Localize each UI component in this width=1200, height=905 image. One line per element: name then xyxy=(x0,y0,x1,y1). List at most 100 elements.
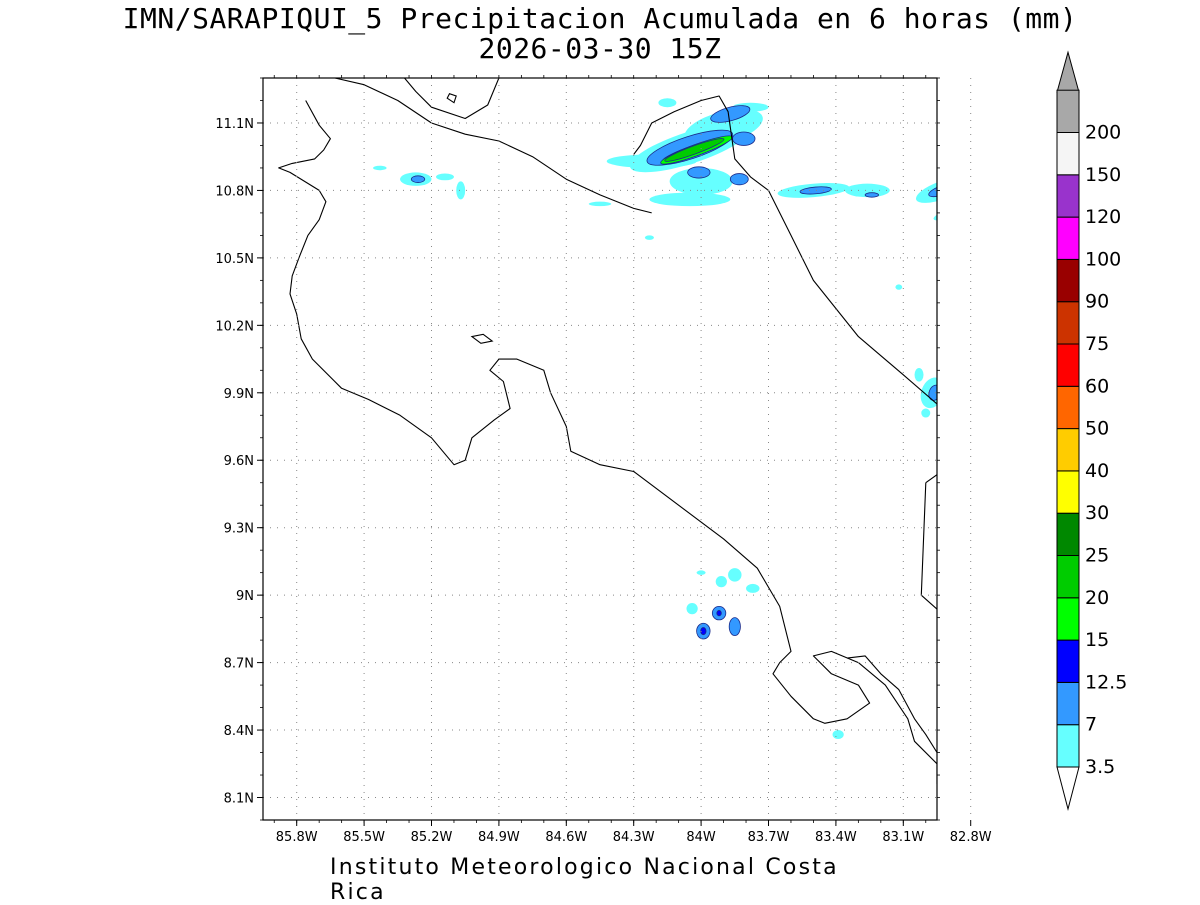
colorbar-label: 7 xyxy=(1085,714,1097,736)
colorbar-swatch xyxy=(1056,428,1080,472)
x-tick-label: 83.1W xyxy=(882,830,924,845)
precip-cell xyxy=(669,167,733,195)
precip-cell xyxy=(710,105,751,123)
precip-cell xyxy=(799,186,832,195)
y-tick-label: 8.1N xyxy=(224,792,254,807)
colorbar-label: 90 xyxy=(1085,291,1109,313)
coastline xyxy=(920,482,937,610)
colorbar-bottom-arrow xyxy=(1056,766,1080,811)
y-tick-label: 8.7N xyxy=(224,657,254,672)
precip-cell xyxy=(915,177,937,203)
precip-cell xyxy=(658,98,677,108)
y-tick-label: 10.2N xyxy=(215,319,254,334)
precip-cell xyxy=(728,568,742,582)
colorbar-swatch xyxy=(1056,724,1080,768)
colorbar-swatch xyxy=(1056,258,1080,303)
precip-cell xyxy=(686,603,698,615)
map-title-line1: IMN/SARAPIQUI_5 Precipitacion Acumulada … xyxy=(122,2,1078,35)
precip-cell xyxy=(716,610,722,617)
colorbar-swatch xyxy=(1056,301,1080,345)
colorbar-label: 12.5 xyxy=(1085,671,1127,693)
colorbar-swatch xyxy=(1056,343,1080,387)
colorbar-label: 50 xyxy=(1085,418,1109,440)
institution-credit: Instituto Meteorologico Nacional Costa R… xyxy=(330,855,839,905)
y-tick-label: 9.6N xyxy=(224,454,254,469)
map-title-line2: 2026-03-30 15Z xyxy=(478,32,722,65)
x-tick-label: 84.3W xyxy=(613,830,655,845)
colorbar-label: 40 xyxy=(1085,460,1109,482)
precip-cell xyxy=(746,583,760,593)
precip-cell xyxy=(649,192,731,207)
coastline xyxy=(278,100,937,785)
precip-cell xyxy=(696,570,706,575)
coastline-layer xyxy=(278,78,937,785)
precip-cell xyxy=(895,284,903,290)
x-tick-label: 84.9W xyxy=(478,830,520,845)
y-tick-label: 9N xyxy=(236,589,254,604)
y-tick-label: 10.8N xyxy=(215,184,254,199)
x-tick-label: 84.6W xyxy=(545,830,587,845)
precip-cell xyxy=(373,165,387,171)
colorbar-label: 60 xyxy=(1085,375,1109,397)
colorbar-swatch xyxy=(1056,681,1080,726)
precip-cell xyxy=(928,183,937,198)
island-outline xyxy=(446,93,457,104)
precip-cell xyxy=(435,173,454,181)
coastline xyxy=(404,78,500,120)
y-tick-label: 8.4N xyxy=(224,724,254,739)
colorbar-swatch xyxy=(1056,470,1080,514)
colorbar-label: 120 xyxy=(1085,206,1121,228)
colorbar-swatch xyxy=(1056,385,1080,430)
precip-cell xyxy=(410,175,426,183)
x-tick-label: 85.8W xyxy=(276,830,318,845)
precip-cell xyxy=(687,166,711,179)
colorbar-label: 200 xyxy=(1085,122,1121,144)
latitude-tick-labels: 8.1N 8.4N 8.7N 9N 9.3N 9.6N 9.9N 10.2N 10.5N 10.8… xyxy=(215,77,940,821)
colorbar-legend: 3.5 7 12.5 15 20 25 30 40 50 60 75 90 100 120 150 200 xyxy=(1056,50,1127,811)
precip-cell xyxy=(644,235,654,240)
y-tick-label: 9.9N xyxy=(224,387,254,402)
colorbar-label: 75 xyxy=(1085,333,1109,355)
graticule-grid xyxy=(263,78,972,820)
longitude-tick-labels: 85.8W 85.5W 85.2W 84.9W 84.6W 84.3W 84W 83.7W 83… xyxy=(273,75,992,845)
precip-cell xyxy=(715,576,727,588)
y-tick-label: 9.3N xyxy=(224,522,254,537)
colorbar-label: 20 xyxy=(1085,587,1109,609)
x-tick-label: 82.8W xyxy=(950,830,992,845)
colorbar-label: 15 xyxy=(1085,629,1109,651)
x-tick-label: 85.2W xyxy=(411,830,453,845)
colorbar-swatch xyxy=(1056,639,1080,683)
precip-cell xyxy=(732,131,756,146)
colorbar-swatch xyxy=(1056,216,1080,260)
colorbar-top-arrow xyxy=(1056,50,1080,93)
coastline xyxy=(847,655,937,754)
colorbar-label: 3.5 xyxy=(1085,756,1115,778)
precip-cell xyxy=(456,181,466,200)
x-tick-label: 83.7W xyxy=(748,830,790,845)
colorbar-label: 25 xyxy=(1085,545,1109,567)
colorbar-label: 150 xyxy=(1085,164,1121,186)
precip-cell xyxy=(729,173,749,186)
precip-cell xyxy=(588,201,612,207)
colorbar-label: 30 xyxy=(1085,502,1109,524)
precip-cell xyxy=(664,138,725,162)
x-tick-label: 83.4W xyxy=(815,830,857,845)
y-tick-label: 11.1N xyxy=(215,117,254,132)
colorbar-swatch xyxy=(1056,174,1080,218)
x-tick-label: 85.5W xyxy=(343,830,385,845)
map-frame xyxy=(262,77,938,821)
y-tick-label: 10.5N xyxy=(215,252,254,267)
precip-cell xyxy=(864,192,879,198)
precip-cell xyxy=(921,408,931,418)
colorbar-swatch xyxy=(1056,89,1080,133)
precip-shading-layer xyxy=(373,98,937,740)
colorbar-swatch xyxy=(1056,597,1080,641)
colorbar-swatch xyxy=(1056,512,1080,557)
precip-cell xyxy=(914,368,924,382)
colorbar-label: 100 xyxy=(1085,248,1121,270)
island-outline xyxy=(470,333,494,344)
colorbar-swatch xyxy=(1056,132,1080,176)
precip-cell xyxy=(728,617,741,637)
precip-cell xyxy=(832,730,844,740)
